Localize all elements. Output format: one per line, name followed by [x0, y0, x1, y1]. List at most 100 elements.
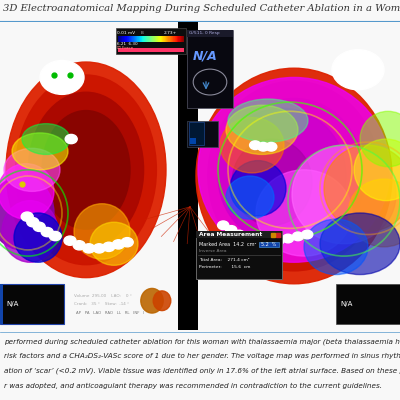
Bar: [125, 36, 126, 42]
Circle shape: [263, 238, 274, 247]
Circle shape: [218, 221, 229, 230]
Bar: [151, 36, 152, 42]
Bar: [136, 36, 137, 42]
Bar: [169, 36, 170, 42]
Circle shape: [21, 212, 33, 221]
Bar: [156, 36, 157, 42]
Circle shape: [258, 142, 269, 151]
Bar: [158, 36, 159, 42]
Bar: [148, 36, 149, 42]
Bar: [166, 36, 167, 42]
Bar: [123, 36, 124, 42]
Ellipse shape: [196, 68, 392, 284]
Ellipse shape: [224, 98, 364, 254]
Circle shape: [254, 237, 265, 246]
Bar: [125, 36, 126, 42]
Bar: [172, 36, 173, 42]
Bar: [121, 36, 122, 42]
Ellipse shape: [230, 160, 286, 216]
Text: B: B: [140, 31, 144, 35]
Text: AP   PA   LAO   RAO   LL   RL   INF   I: AP PA LAO RAO LL RL INF I: [76, 311, 144, 315]
Bar: [129, 36, 130, 42]
Bar: [181, 36, 182, 42]
Circle shape: [282, 234, 294, 243]
Ellipse shape: [141, 288, 163, 313]
Bar: [164, 36, 165, 42]
Bar: [181, 36, 182, 42]
Bar: [162, 36, 163, 42]
Bar: [130, 36, 131, 42]
Ellipse shape: [28, 92, 144, 248]
Ellipse shape: [348, 179, 400, 247]
Bar: [118, 36, 119, 42]
Text: Area Measurement: Area Measurement: [199, 232, 262, 237]
Bar: [160, 36, 161, 42]
Bar: [126, 36, 127, 42]
FancyBboxPatch shape: [189, 122, 204, 145]
Bar: [145, 36, 146, 42]
Bar: [173, 36, 174, 42]
Ellipse shape: [22, 124, 70, 154]
Bar: [124, 36, 125, 42]
Text: 5.2  %: 5.2 %: [261, 242, 276, 247]
Bar: [179, 36, 180, 42]
Bar: [134, 36, 135, 42]
Bar: [121, 36, 122, 42]
Bar: [141, 36, 142, 42]
Bar: [177, 36, 178, 42]
Ellipse shape: [360, 111, 400, 167]
Bar: [146, 36, 147, 42]
Bar: [142, 36, 143, 42]
Bar: [168, 36, 169, 42]
Bar: [148, 36, 150, 42]
Circle shape: [64, 236, 76, 245]
Bar: [177, 36, 178, 42]
Bar: [131, 36, 132, 42]
Text: G/511, 0 Resp: G/511, 0 Resp: [189, 31, 220, 35]
Bar: [151, 36, 152, 42]
Circle shape: [33, 222, 45, 232]
Circle shape: [93, 244, 105, 253]
Ellipse shape: [74, 204, 130, 259]
Bar: [162, 36, 163, 42]
Bar: [122, 36, 123, 42]
Bar: [155, 36, 156, 42]
Circle shape: [250, 141, 261, 150]
Bar: [132, 36, 133, 42]
Bar: [141, 36, 142, 42]
Circle shape: [273, 236, 284, 245]
Ellipse shape: [226, 176, 274, 219]
FancyBboxPatch shape: [190, 138, 196, 144]
Bar: [165, 36, 166, 42]
Bar: [143, 36, 144, 42]
Circle shape: [121, 238, 133, 247]
Ellipse shape: [320, 213, 400, 274]
Bar: [139, 36, 140, 42]
FancyBboxPatch shape: [116, 28, 186, 54]
Bar: [161, 36, 162, 42]
Text: Crank:   35 °    Skew:  -14 °: Crank: 35 ° Skew: -14 °: [74, 302, 129, 306]
Ellipse shape: [220, 118, 284, 173]
Bar: [176, 36, 177, 42]
Bar: [158, 36, 160, 42]
Text: r was adopted, and anticoagulant therapy was recommended in contradiction to the: r was adopted, and anticoagulant therapy…: [4, 382, 382, 389]
Bar: [176, 36, 177, 42]
Bar: [163, 36, 164, 42]
Bar: [150, 36, 151, 42]
Ellipse shape: [218, 108, 346, 244]
Circle shape: [243, 234, 254, 243]
Ellipse shape: [12, 133, 68, 170]
FancyBboxPatch shape: [0, 284, 64, 324]
Bar: [174, 36, 176, 42]
Bar: [122, 36, 123, 42]
Bar: [144, 36, 145, 42]
Ellipse shape: [232, 139, 312, 225]
Bar: [138, 36, 139, 42]
Circle shape: [234, 230, 245, 239]
Bar: [183, 36, 184, 42]
Bar: [171, 36, 172, 42]
Bar: [178, 22, 198, 330]
Text: 6.21  6.30: 6.21 6.30: [117, 42, 138, 46]
Bar: [126, 36, 127, 42]
Bar: [159, 36, 160, 42]
